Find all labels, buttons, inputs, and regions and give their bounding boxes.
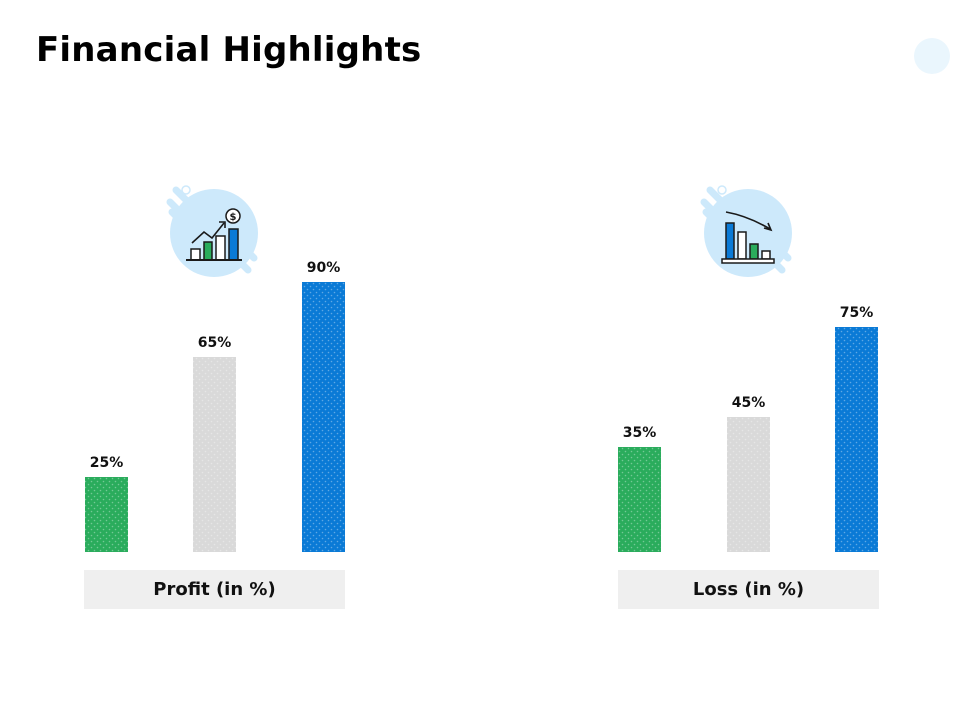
profit-caption: Profit (in %) [84, 570, 345, 609]
loss-bar-3-texture [835, 327, 878, 552]
page-title: Financial Highlights [36, 30, 422, 70]
declining-chart-icon [700, 185, 792, 277]
svg-text:$: $ [230, 212, 237, 223]
bars-layer: 25% 65% 90% 35% 45% 75% [85, 260, 878, 552]
loss-caption: Loss (in %) [618, 570, 879, 609]
loss-bar-2-texture [727, 417, 770, 552]
growth-chart-dollar-icon: $ [166, 185, 258, 277]
decorative-blob [914, 38, 950, 74]
loss-bar-label-3: 75% [840, 305, 874, 321]
loss-bar-1-texture [618, 447, 661, 552]
loss-bar-label-2: 45% [732, 395, 766, 411]
profit-bar-2-texture [193, 357, 236, 552]
loss-bar-label-1: 35% [623, 425, 657, 441]
profit-bar-3-texture [302, 282, 345, 552]
profit-bar-label-3: 90% [307, 260, 341, 276]
profit-bar-label-2: 65% [198, 335, 232, 351]
profit-bar-label-1: 25% [90, 455, 124, 471]
profit-bar-1-texture [85, 477, 128, 552]
